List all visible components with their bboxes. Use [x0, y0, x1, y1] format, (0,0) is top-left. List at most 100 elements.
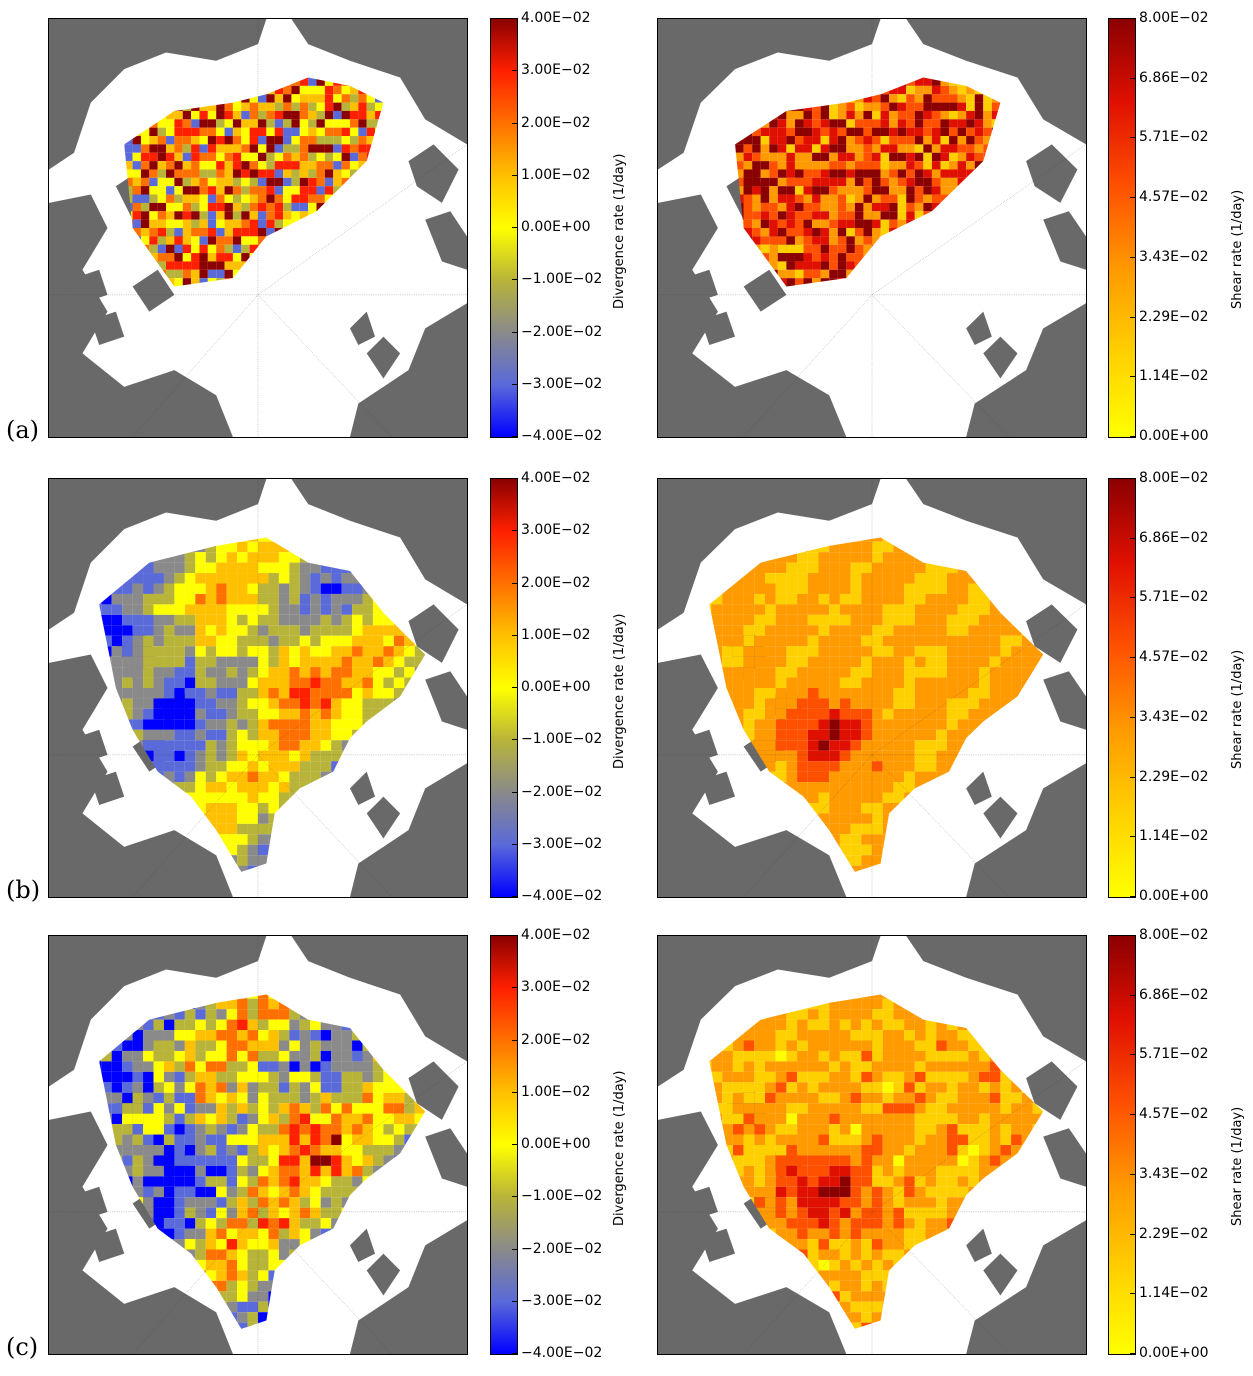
rate-cell — [974, 269, 984, 279]
rate-cell — [207, 253, 217, 262]
rate-cell — [743, 77, 753, 78]
rate-cell — [132, 236, 141, 245]
rate-cell — [898, 44, 907, 52]
rate-cell — [837, 286, 847, 287]
rate-cell — [804, 345, 813, 353]
rate-cell — [275, 303, 283, 311]
rate-cell — [923, 186, 932, 195]
rate-cell — [392, 287, 400, 295]
rate-cell — [1035, 270, 1044, 278]
rate-cell — [74, 169, 82, 177]
rate-cell — [820, 94, 830, 103]
rate-cell — [983, 278, 992, 287]
rate-cell — [898, 337, 907, 345]
rate-cell — [241, 353, 249, 361]
rate-cell — [241, 186, 250, 195]
rate-cell — [752, 77, 761, 86]
shear-map-a — [657, 18, 1087, 438]
rate-cell — [166, 253, 175, 262]
rate-cell — [316, 219, 325, 228]
rate-cell — [838, 387, 847, 395]
rate-cell — [863, 395, 872, 403]
rate-cell — [889, 136, 898, 145]
rate-cell — [880, 194, 890, 203]
rate-cell — [241, 119, 250, 128]
rate-cell — [1009, 312, 1018, 320]
rate-cell — [744, 370, 753, 378]
rate-cell — [880, 228, 890, 237]
rate-cell — [400, 103, 408, 111]
rate-cell — [1000, 136, 1009, 144]
rate-cell — [258, 353, 266, 361]
rate-cell — [829, 144, 838, 153]
rate-cell — [777, 110, 787, 120]
rate-cell — [794, 110, 804, 120]
rate-cell — [249, 169, 258, 178]
rate-cell — [241, 345, 249, 353]
rate-cell — [300, 387, 308, 395]
rate-cell — [743, 244, 753, 254]
rate-cell — [949, 136, 958, 145]
rate-cell — [1009, 303, 1018, 311]
rate-cell — [692, 178, 701, 186]
rate-cell — [778, 362, 787, 370]
rate-cell — [812, 362, 821, 370]
rate-cell — [333, 177, 342, 187]
rate-cell — [881, 44, 890, 52]
rate-cell — [786, 312, 795, 320]
rate-cell — [341, 161, 350, 170]
rate-cell — [283, 228, 292, 237]
rate-cell — [358, 295, 366, 303]
rate-cell — [266, 362, 274, 370]
rate-cell — [718, 270, 727, 278]
rate-cell — [149, 211, 158, 220]
rate-cell — [216, 219, 225, 228]
rate-cell — [897, 211, 907, 220]
rate-cell — [1052, 278, 1061, 286]
rate-cell — [199, 77, 208, 78]
rate-cell — [333, 85, 342, 95]
rate-cell — [778, 312, 787, 320]
rate-cell — [991, 144, 1001, 153]
rate-cell — [863, 312, 872, 320]
rate-cell — [932, 378, 941, 386]
rate-cell — [786, 110, 795, 120]
rate-cell — [341, 127, 350, 137]
rate-cell — [855, 370, 864, 378]
rate-cell — [692, 169, 701, 177]
rate-cell — [258, 412, 266, 420]
rate-cell — [133, 345, 141, 353]
rate-cell — [812, 253, 821, 262]
rate-cell — [157, 244, 167, 254]
rate-cell — [726, 78, 735, 86]
rate-cell — [349, 286, 359, 287]
rate-cell — [459, 169, 467, 177]
rate-cell — [325, 328, 333, 336]
rate-cell — [949, 404, 958, 412]
rate-cell — [300, 395, 308, 403]
rate-cell — [803, 194, 813, 203]
rate-cell — [838, 61, 847, 69]
rate-cell — [208, 353, 216, 361]
rate-cell — [1077, 144, 1086, 152]
rate-cell — [752, 236, 761, 245]
rate-cell — [709, 169, 718, 177]
rate-cell — [795, 295, 804, 303]
rate-cell — [91, 186, 99, 194]
rate-cell — [829, 370, 838, 378]
land-mass — [132, 269, 175, 312]
rate-cell — [199, 328, 207, 336]
rate-cell — [232, 253, 242, 262]
rate-cell — [777, 102, 787, 111]
rate-cell — [940, 119, 950, 128]
rate-cell — [249, 119, 258, 128]
rate-cell — [333, 169, 342, 178]
rate-cell — [358, 77, 367, 86]
rate-cell — [233, 387, 241, 395]
rate-cell — [308, 345, 316, 353]
rate-cell — [932, 370, 941, 378]
map-svg — [658, 19, 1086, 437]
rate-cell — [906, 295, 915, 303]
colorbar-tick-mark — [512, 331, 517, 333]
rate-cell — [846, 278, 855, 287]
